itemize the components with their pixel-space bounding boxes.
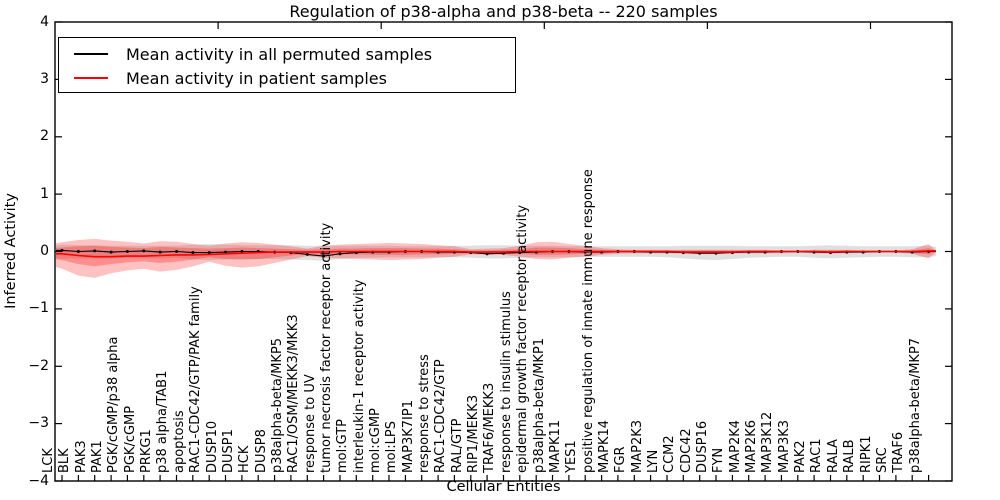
x-tick-label: PAK3 [73, 440, 89, 473]
data-point-marker [485, 252, 489, 256]
y-tick-label: 2 [40, 128, 49, 145]
x-tick-label: RIP1/MEKK3 [466, 394, 482, 473]
chart-title: Regulation of p38-alpha and p38-beta -- … [289, 2, 718, 21]
x-tick-label: mol:LPS [384, 421, 400, 473]
x-tick-label: YES1 [564, 440, 580, 473]
legend-label: Mean activity in patient samples [126, 68, 387, 88]
x-tick-label: DUSP8 [253, 429, 269, 473]
x-tick-label: DUSP16 [695, 420, 711, 473]
x-tick-label: MAPK11 [547, 419, 563, 473]
y-tick-label: 3 [40, 70, 49, 87]
data-point-marker [125, 250, 129, 253]
y-tick-label: −4 [28, 472, 49, 489]
x-tick-label: MAP3K3 [776, 419, 792, 473]
x-tick-label: SRC [874, 447, 890, 473]
data-point-marker [224, 250, 227, 254]
x-tick-label: LYN [645, 449, 661, 473]
x-tick-label: positive regulation of innate immune res… [580, 169, 596, 473]
patient-mean-line [56, 250, 936, 258]
x-tick-label: HCK [237, 445, 253, 473]
legend-entry-permuted: Mean activity in all permuted samples [59, 42, 515, 66]
x-tick-label: PAK1 [90, 440, 106, 473]
data-point-marker [338, 252, 342, 256]
x-tick-label: PAK2 [793, 440, 809, 473]
data-point-marker [322, 254, 326, 258]
x-tick-label: p38alpha-beta/MKP7 [907, 337, 923, 473]
x-tick-label: response to UV [302, 374, 318, 473]
x-tick-label: PGK/cGMP/p38 alpha [106, 336, 122, 473]
y-tick-label: 4 [40, 13, 49, 30]
x-tick-label: p38 alpha/TAB1 [155, 370, 171, 473]
data-point-marker [240, 250, 244, 253]
x-axis-label: Cellular Entities [446, 479, 561, 495]
x-tick-label: DUSP10 [204, 420, 220, 473]
x-tick-label: mol:GTP [335, 419, 351, 473]
patient-outer-band [56, 238, 936, 278]
data-point-marker [93, 249, 97, 253]
plot-frame [54, 21, 953, 482]
x-tick-label: RAC1-CDC42/GTP/PAK family [188, 286, 204, 473]
data-point-marker [109, 250, 113, 254]
x-tick-label: tumor necrosis factor receptor activity [318, 222, 334, 473]
x-tick-label: RAC1/OSM/MEKK3/MKK3 [286, 314, 302, 473]
x-tick-label: MAP2K4 [727, 419, 743, 473]
x-tick-label: MAP2K6 [744, 419, 760, 473]
x-tick-label: RAL/GTP [449, 418, 465, 473]
x-tick-label: RAC1-CDC42/GTP [433, 359, 449, 473]
x-tick-label: RALA [825, 439, 841, 473]
x-tick-label: epidermal growth factor receptor activit… [515, 204, 531, 473]
data-point-marker [175, 250, 178, 253]
permuted-line-swatch [74, 53, 108, 55]
y-tick-label: 1 [40, 185, 49, 202]
x-tick-label: FGR [613, 446, 629, 473]
data-point-marker [207, 251, 211, 255]
legend-entry-patient: Mean activity in patient samples [59, 66, 515, 90]
x-tick-label: MAPK14 [596, 419, 612, 473]
x-tick-label: MAP3K7IP1 [400, 400, 416, 473]
y-tick-label: −1 [28, 300, 49, 317]
x-tick-label: BLK [57, 448, 73, 473]
x-tick-label: MAP2K3 [629, 419, 645, 473]
data-point-marker [142, 249, 146, 253]
x-tick-label: RAC1 [809, 438, 825, 473]
x-tick-label: RALB [842, 439, 858, 473]
x-tick-label: response to stress [417, 354, 433, 473]
x-tick-label: TRAF6 [891, 431, 907, 473]
legend-label: Mean activity in all permuted samples [126, 44, 433, 64]
x-tick-label: CCM2 [662, 435, 678, 473]
x-tick-label: CDC42 [678, 428, 694, 473]
x-tick-label: PRKG1 [139, 429, 155, 473]
x-tick-label: apoptosis [171, 410, 187, 473]
x-tick-label: p38alpha-beta/MKP5 [269, 337, 285, 473]
data-point-marker [191, 251, 195, 255]
y-tick-label: 0 [40, 243, 49, 259]
data-point-marker [158, 250, 162, 254]
patient-inner-band [56, 245, 936, 267]
data-point-marker [76, 250, 80, 253]
x-tick-label: DUSP1 [220, 429, 236, 473]
x-tick-label: mol:cGMP [368, 408, 384, 473]
y-tick-label: −3 [28, 415, 49, 432]
data-point-marker [305, 252, 309, 256]
x-tick-label: response to insulin stimulus [498, 291, 514, 473]
x-tick-label: MAP3K12 [760, 411, 776, 473]
legend: Mean activity in all permuted samples Me… [58, 37, 516, 93]
x-tick-label: TRAF6/MEKK3 [482, 382, 498, 473]
y-tick-label: −2 [28, 357, 49, 374]
x-tick-label: FYN [711, 447, 727, 473]
x-tick-label: RIPK1 [858, 435, 874, 473]
x-tick-label: p38alpha-beta/MKP1 [531, 337, 547, 473]
x-tick-label: interleukin-1 receptor activity [351, 279, 367, 473]
axis-ticks [55, 21, 952, 482]
patient-line-swatch [74, 77, 108, 79]
x-tick-label: LCK [41, 448, 56, 473]
x-tick-label: PGK/cGMP [122, 405, 138, 473]
